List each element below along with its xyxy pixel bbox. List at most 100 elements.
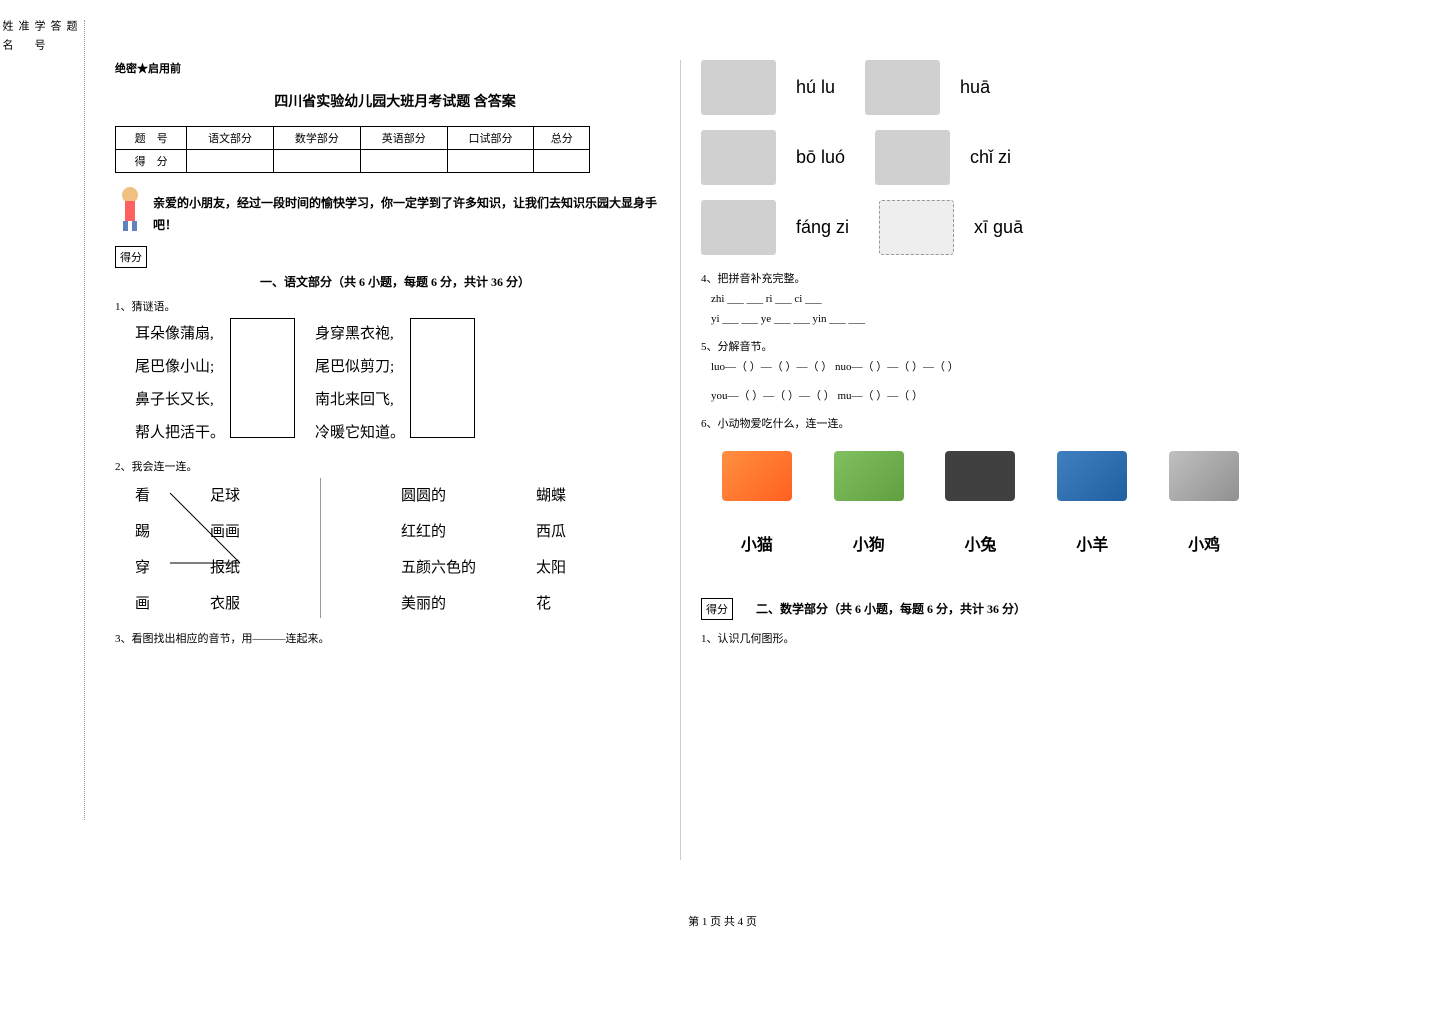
riddle-line: 帮人把活干。 [135, 417, 225, 450]
question-num: 6、小动物爱吃什么，连一连。 [701, 415, 1260, 431]
animal-name: 小猫 [741, 531, 773, 555]
pineapple-image [701, 60, 776, 115]
fish-image [1169, 451, 1239, 501]
table-cell: 得 分 [116, 150, 187, 173]
riddle-line: 冷暖它知道。 [315, 417, 405, 450]
binding-label: 答 [47, 20, 63, 820]
match-item: 报纸 [210, 550, 240, 586]
score-box: 得分 [115, 246, 147, 268]
riddle-2: 身穿黑衣袍, 尾巴似剪刀; 南北来回飞, 冷暖它知道。 [315, 318, 475, 450]
table-cell: 口试部分 [447, 127, 534, 150]
binding-label: 题 [63, 20, 79, 820]
match-col-d: 蝴蝶 西瓜 太阳 花 [536, 478, 566, 622]
table-cell: 总分 [534, 127, 590, 150]
match-item: 太阳 [536, 550, 566, 586]
question-num: 5、分解音节。 [701, 338, 1260, 354]
match-item: 踢 [135, 514, 150, 550]
animal-name: 小鸡 [1188, 531, 1220, 555]
section-title: 一、语文部分（共 6 小题，每题 6 分，共计 36 分） [115, 273, 675, 290]
table-cell: 语文部分 [187, 127, 274, 150]
match-col-c: 圆圆的 红红的 五颜六色的 美丽的 [401, 478, 476, 622]
flower-image [875, 130, 950, 185]
riddle-1: 耳朵像蒲扇, 尾巴像小山; 鼻子长又长, 帮人把活干。 [135, 318, 295, 450]
riddle-line: 南北来回飞, [315, 384, 405, 417]
score-box: 得分 [701, 598, 733, 620]
page-footer: 第 1 页 共 4 页 [0, 913, 1445, 929]
riddle-line: 鼻子长又长, [135, 384, 225, 417]
pinyin-text: huā [960, 77, 990, 98]
answer-box [410, 318, 475, 438]
fill-blank: you—（ ）—（ ）—（ ） mu—（ ）—（ ） [711, 387, 1260, 407]
pinyin-text: xī guā [974, 217, 1023, 238]
left-column: 绝密★启用前 四川省实验幼儿园大班月考试题 含答案 题 号 语文部分 数学部分 … [115, 60, 675, 650]
match-item: 穿 [135, 550, 150, 586]
question-num: 1、猜谜语。 [115, 298, 675, 314]
table-row: 得 分 [116, 150, 590, 173]
pinyin-item: huā [865, 60, 990, 115]
fill-blank: luo—（ ）—（ ）—（ ） nuo—（ ）—（ ）—（ ） [711, 358, 1260, 378]
table-cell [187, 150, 274, 173]
match-item: 画 [135, 586, 150, 622]
match-item: 看 [135, 478, 150, 514]
table-row: 题 号 语文部分 数学部分 英语部分 口试部分 总分 [116, 127, 590, 150]
cartoon-icon [115, 183, 145, 233]
house-image [701, 130, 776, 185]
match-item: 画画 [210, 514, 240, 550]
food-row [701, 451, 1260, 501]
exam-title: 四川省实验幼儿园大班月考试题 含答案 [115, 91, 675, 111]
riddle-line: 身穿黑衣袍, [315, 318, 405, 351]
gourd-image [701, 200, 776, 255]
carrot-image [722, 451, 792, 501]
secret-label: 绝密★启用前 [115, 60, 675, 76]
animal-name: 小羊 [1076, 531, 1108, 555]
pinyin-text: chǐ zi [970, 147, 1011, 168]
binding-label: 学号 [31, 20, 47, 820]
question-num: 2、我会连一连。 [115, 458, 675, 474]
match-item: 蝴蝶 [536, 478, 566, 514]
worm-image [1057, 451, 1127, 501]
match-col-b: 足球 画画 报纸 衣服 [210, 478, 240, 622]
table-cell: 数学部分 [273, 127, 360, 150]
pinyin-item: xī guā [879, 200, 1023, 255]
match-item: 衣服 [210, 586, 240, 622]
riddle-text: 耳朵像蒲扇, 尾巴像小山; 鼻子长又长, 帮人把活干。 [135, 318, 225, 450]
match-item: 五颜六色的 [401, 550, 476, 586]
riddle-line: 耳朵像蒲扇, [135, 318, 225, 351]
fill-blank: zhi ___ ___ ri ___ ci ___ [711, 290, 1260, 310]
pinyin-text: hú lu [796, 77, 835, 98]
match-item: 红红的 [401, 514, 476, 550]
pinyin-item: fáng zi [701, 200, 849, 255]
match-item: 美丽的 [401, 586, 476, 622]
pinyin-item: chǐ zi [875, 130, 1011, 185]
riddle-container: 耳朵像蒲扇, 尾巴像小山; 鼻子长又长, 帮人把活干。 身穿黑衣袍, 尾巴似剪刀… [135, 318, 675, 450]
right-column: hú lu huā bō luó chǐ zi fáng zi xī guā 4… [680, 60, 1260, 860]
match-item: 圆圆的 [401, 478, 476, 514]
answer-box [230, 318, 295, 438]
pinyin-row: bō luó chǐ zi [701, 130, 1260, 185]
table-cell [447, 150, 534, 173]
pinyin-item: hú lu [701, 60, 835, 115]
binding-edge: 题 答 学号 准 姓名 不 内 班级 线 封 学校 密 [60, 20, 85, 820]
binding-label: 姓名 [0, 20, 15, 820]
pinyin-item: bō luó [701, 130, 845, 185]
question-num: 1、认识几何图形。 [701, 630, 1260, 646]
table-cell: 英语部分 [360, 127, 447, 150]
riddle-line: 尾巴像小山; [135, 351, 225, 384]
intro-text: 亲爱的小朋友，经过一段时间的愉快学习，你一定学到了许多知识，让我们去知识乐园大显… [145, 193, 675, 236]
animal-name: 小狗 [853, 531, 885, 555]
fill-blank: yi ___ ___ ye ___ ___ yin ___ ___ [711, 310, 1260, 330]
match-item: 足球 [210, 478, 240, 514]
match-item: 花 [536, 586, 566, 622]
question-num: 3、看图找出相应的音节，用———连起来。 [115, 630, 675, 646]
score-table: 题 号 语文部分 数学部分 英语部分 口试部分 总分 得 分 [115, 126, 590, 173]
riddle-text: 身穿黑衣袍, 尾巴似剪刀; 南北来回飞, 冷暖它知道。 [315, 318, 405, 450]
table-cell [534, 150, 590, 173]
binding-label: 准 [15, 20, 31, 820]
pinyin-text: fáng zi [796, 217, 849, 238]
match-container: 看 踢 穿 画 足球 画画 报纸 衣服 圆圆的 红红的 五颜六色的 美丽的 蝴蝶… [135, 478, 675, 622]
watermelon-image [865, 60, 940, 115]
animal-name: 小兔 [964, 531, 996, 555]
pinyin-row: fáng zi xī guā [701, 200, 1260, 255]
bone-image [945, 451, 1015, 501]
table-cell: 题 号 [116, 127, 187, 150]
